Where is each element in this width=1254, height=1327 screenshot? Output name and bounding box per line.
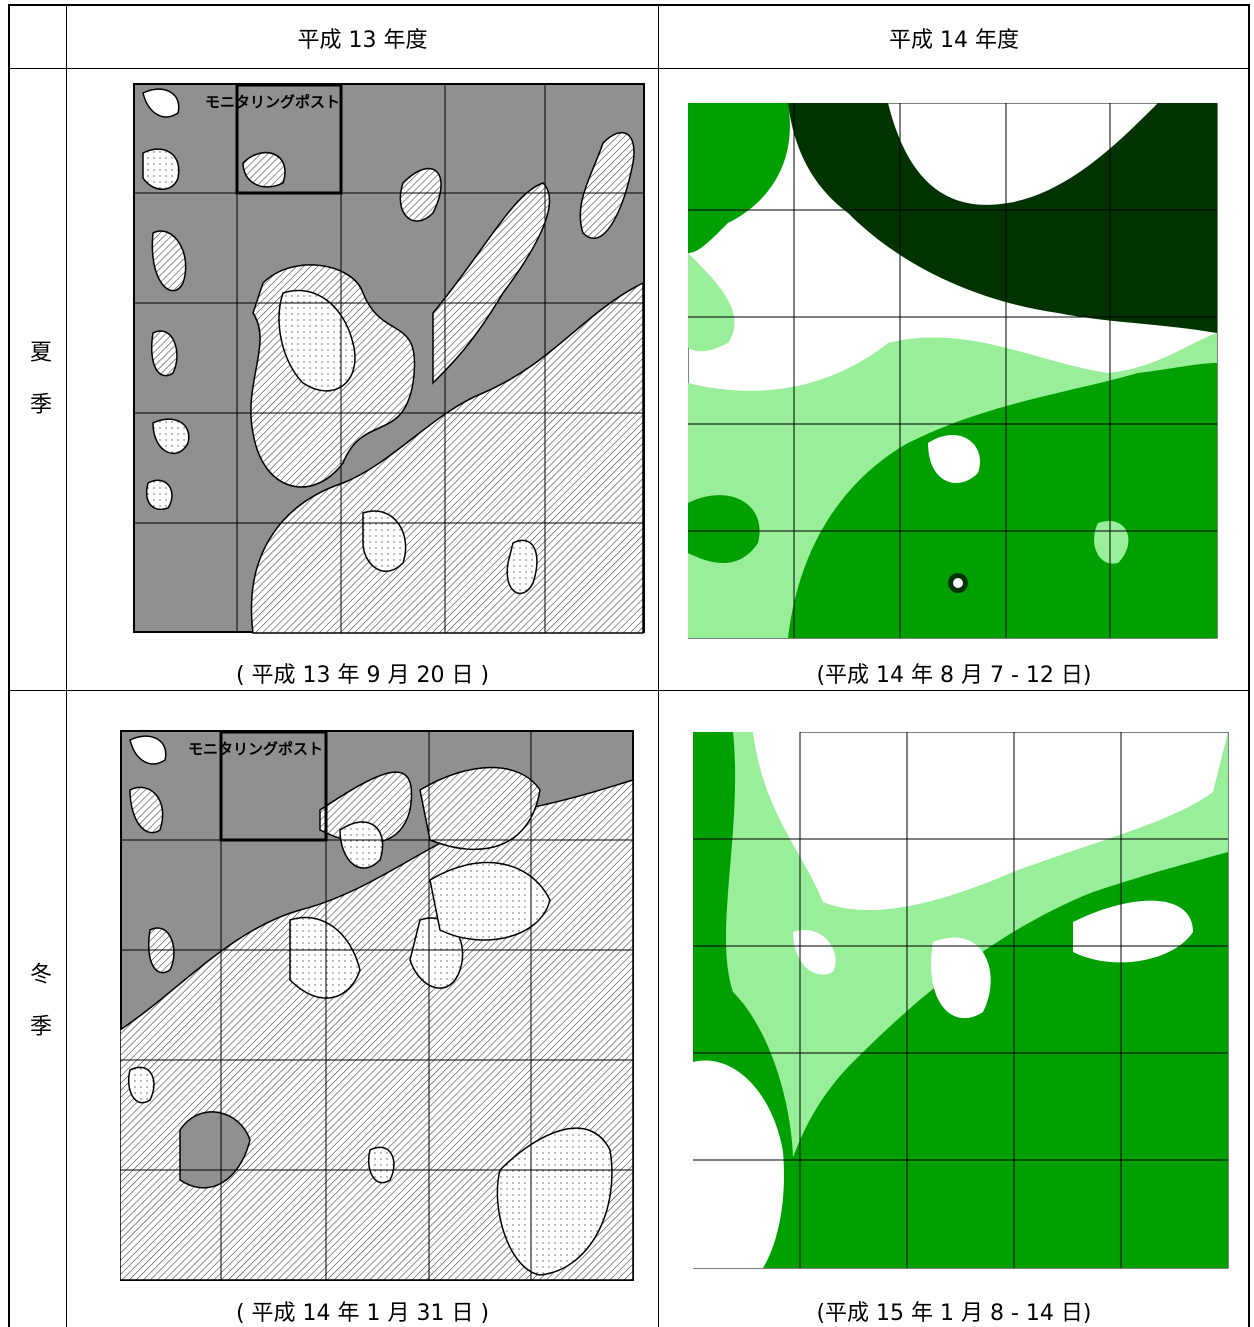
border xyxy=(8,68,1250,69)
map: モニタリングポスト xyxy=(133,83,646,634)
border xyxy=(8,690,1250,691)
column-header: 平成 13 年度 xyxy=(67,22,658,54)
map xyxy=(688,103,1218,639)
row-header: 冬季 xyxy=(22,962,54,1066)
column-header: 平成 14 年度 xyxy=(659,22,1249,54)
map-caption: (平成 14 年 8 月 7 - 12 日) xyxy=(659,657,1249,689)
page: 平成 13 年度 平成 14 年度 夏季 冬季 xyxy=(0,0,1254,1327)
map-caption: (平成 15 年 1 月 8 - 14 日) xyxy=(659,1295,1249,1327)
border xyxy=(8,4,1250,6)
map: モニタリングポスト xyxy=(120,730,635,1282)
map xyxy=(693,732,1229,1269)
map-label: モニタリングポスト xyxy=(205,93,340,111)
border xyxy=(8,4,10,1327)
map-caption: ( 平成 14 年 1 月 31 日 ) xyxy=(67,1295,658,1327)
map-label: モニタリングポスト xyxy=(188,740,323,758)
map-caption: ( 平成 13 年 9 月 20 日 ) xyxy=(67,657,658,689)
row-header: 夏季 xyxy=(22,340,54,444)
